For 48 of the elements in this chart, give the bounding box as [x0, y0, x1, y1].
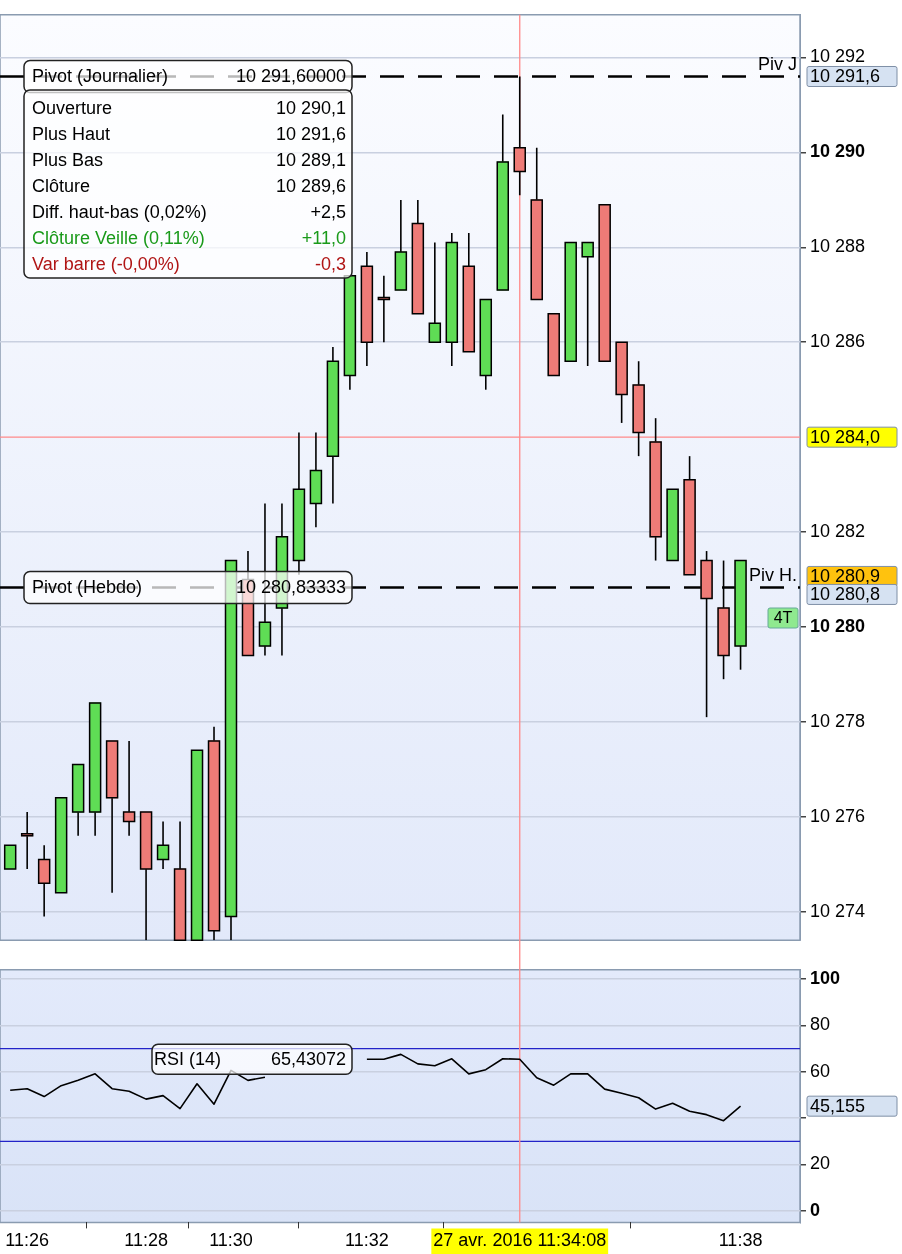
ref-line-label: Piv J	[757, 54, 797, 75]
y-tick-label: 10 290	[810, 141, 866, 162]
y-tick-label: 60	[810, 1060, 831, 1081]
y-tick-label: 10 292	[810, 46, 866, 67]
annotation: 10 289,6	[275, 175, 346, 196]
annotation: Plus Haut	[32, 123, 111, 144]
annotation: 10 289,1	[275, 149, 346, 170]
annotation: Pivot (Journalier)	[32, 66, 169, 87]
ref-line-label: Piv H.	[748, 565, 797, 586]
annotation: 65,43072	[270, 1049, 346, 1070]
series-label: RSI (14)	[154, 1049, 222, 1070]
annotation: 10 291,6	[275, 123, 346, 144]
annotation: Plus Bas	[32, 149, 104, 170]
annotation: 10 291,60000	[235, 66, 346, 87]
text: 10 280,8	[810, 584, 881, 605]
x-tick-label: 11:28	[124, 1230, 168, 1251]
annotation: -0,3	[314, 253, 346, 274]
text: 10 291,6	[810, 66, 881, 87]
y-tick-label: 80	[810, 1014, 831, 1035]
annotation: 10 280,83333	[235, 577, 346, 598]
text: 4T	[773, 609, 793, 627]
ref-line-label: 10 284,0	[810, 427, 881, 448]
x-tick-label: 27 avr. 2016 11:34:08	[433, 1230, 607, 1251]
y-tick-label: 20	[810, 1153, 831, 1174]
y-tick-label: 10 282	[810, 521, 866, 542]
annotation: Ouverture	[32, 97, 113, 118]
annotation: Clôture	[32, 175, 91, 196]
annotation: Pivot (Hebdo)	[32, 577, 143, 598]
annotation: Diff. haut-bas (0,02%)	[32, 201, 207, 222]
x-tick-label: 11:38	[718, 1230, 763, 1251]
y-tick-label: 10 276	[810, 805, 866, 826]
y-tick-label: 100	[810, 968, 841, 989]
annotation: 10 290,1	[275, 97, 346, 118]
x-tick-label: 11:32	[345, 1230, 389, 1251]
y-tick-label: 10 280	[810, 615, 866, 636]
y-tick-label: 0	[810, 1199, 821, 1220]
annotation: Var barre (-0,00%)	[32, 253, 180, 274]
y-tick-label: 10 274	[810, 900, 866, 921]
y-tick-label: 10 286	[810, 331, 866, 352]
text: 45,155	[810, 1096, 866, 1117]
x-tick-label: 11:30	[209, 1230, 253, 1251]
text: 10 280,9	[810, 566, 881, 587]
annotation: +2,5	[310, 201, 346, 222]
y-tick-label: 10 278	[810, 710, 866, 731]
annotation: Clôture Veille (0,11%)	[32, 227, 205, 248]
y-tick-label: 10 288	[810, 236, 866, 257]
annotation: +11,0	[301, 227, 346, 248]
x-tick-label: 11:26	[5, 1230, 50, 1251]
